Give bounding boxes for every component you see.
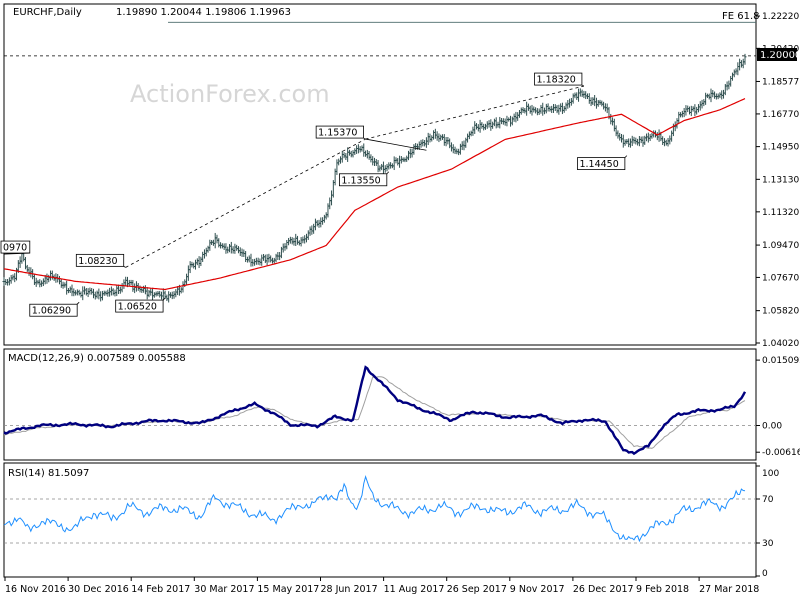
price-annotation-box bbox=[315, 125, 364, 139]
x-axis-label: 30 Dec 2016 bbox=[68, 584, 129, 595]
current-price-label: 1.20000 bbox=[760, 50, 800, 61]
price-y-label: 1.05820 bbox=[762, 307, 799, 317]
price-annotation-label: 1.15370 bbox=[318, 128, 357, 139]
watermark: ActionForex.com bbox=[130, 80, 330, 108]
price-y-label: 1.16770 bbox=[762, 110, 799, 120]
x-axis-label: 27 Mar 2018 bbox=[699, 584, 759, 595]
trendline-solid bbox=[365, 138, 427, 151]
rsi-y-label: 70 bbox=[762, 495, 774, 505]
price-annotation-leader bbox=[123, 266, 126, 268]
rsi-title: RSI(14) 81.5097 bbox=[8, 468, 89, 479]
moving-average-line bbox=[3, 98, 746, 291]
x-axis-label: 26 Sep 2017 bbox=[447, 584, 507, 595]
rsi-y-label: 30 bbox=[762, 539, 774, 549]
price-y-label: 1.04020 bbox=[762, 339, 799, 349]
price-annotation-label: 1.14450 bbox=[579, 159, 618, 170]
x-axis-label: 14 Feb 2017 bbox=[131, 584, 190, 595]
price-y-label: 1.09470 bbox=[762, 241, 799, 251]
macd-title: MACD(12,26,9) 0.007589 0.005588 bbox=[8, 353, 186, 364]
trendline-dashed-upper bbox=[365, 85, 585, 140]
ohlc-values: 1.19890 1.20044 1.19806 1.19963 bbox=[116, 7, 291, 18]
symbol-title: EURCHF,Daily bbox=[13, 7, 82, 18]
macd-y-label: 0.00 bbox=[762, 422, 782, 432]
price-annotation-label: 1.08230 bbox=[78, 256, 117, 267]
price-y-label: 1.14950 bbox=[762, 143, 799, 153]
x-axis-label: 30 Mar 2017 bbox=[194, 584, 254, 595]
price-annotation-label: 0970 bbox=[3, 243, 27, 254]
current-price-box bbox=[757, 48, 797, 61]
macd-pane-frame bbox=[3, 348, 757, 461]
rsi-line bbox=[3, 474, 746, 543]
price-annotation-leader bbox=[624, 155, 628, 158]
price-annotation-box bbox=[339, 173, 388, 187]
price-y-label: 1.18577 bbox=[762, 77, 799, 87]
fib-label: FE 61.8 bbox=[722, 11, 760, 22]
macd-line bbox=[3, 365, 747, 456]
price-pane-frame bbox=[3, 3, 757, 346]
macd-signal-line bbox=[4, 376, 746, 449]
price-annotation-box bbox=[577, 157, 626, 171]
price-annotation-label: 1.13550 bbox=[341, 175, 380, 186]
price-y-label: 1.22220 bbox=[762, 12, 799, 22]
x-axis-label: 15 May 2017 bbox=[257, 584, 319, 595]
price-annotation-leader bbox=[363, 137, 366, 140]
x-axis-label: 9 Nov 2017 bbox=[510, 584, 565, 595]
price-annotation-leader bbox=[3, 252, 30, 255]
price-annotation-leader bbox=[76, 301, 80, 305]
price-annotation-leader bbox=[386, 171, 390, 175]
dynamic-layer: 1.22220 1.20420 1.18577 1.16770 1.14950 1.131… bbox=[0, 12, 800, 595]
macd-y-label: 0.015092 bbox=[762, 356, 800, 366]
price-annotation-box bbox=[115, 299, 164, 313]
price-y-label: 1.20420 bbox=[762, 44, 799, 54]
price-annotation-box bbox=[75, 253, 125, 267]
price-annotation-box bbox=[534, 72, 583, 86]
x-axis-label: 9 Feb 2018 bbox=[636, 584, 689, 595]
price-y-label: 1.13130 bbox=[762, 175, 799, 185]
price-annotation-label: 1.06290 bbox=[32, 306, 71, 317]
x-axis-label: 28 Jun 2017 bbox=[321, 584, 378, 595]
price-annotation-label: 1.06520 bbox=[118, 302, 157, 313]
x-axis-label: 26 Dec 2017 bbox=[573, 584, 634, 595]
price-annotation-box bbox=[29, 303, 78, 317]
price-y-label: 1.11320 bbox=[762, 208, 799, 218]
price-annotation-leader bbox=[162, 297, 166, 301]
rsi-y-label: 100 bbox=[762, 469, 779, 479]
x-axis-label: 11 Aug 2017 bbox=[384, 584, 445, 595]
x-axis-label: 16 Nov 2016 bbox=[5, 584, 66, 595]
macd-y-label: -0.006163 bbox=[762, 448, 800, 458]
rsi-y-label: 0 bbox=[762, 569, 768, 579]
price-y-label: 1.07670 bbox=[762, 273, 799, 283]
price-annotation-label: 1.18320 bbox=[537, 75, 576, 86]
price-annotation-leader bbox=[581, 84, 585, 87]
price-annotation-box bbox=[0, 240, 31, 254]
rsi-pane-frame bbox=[3, 462, 757, 578]
